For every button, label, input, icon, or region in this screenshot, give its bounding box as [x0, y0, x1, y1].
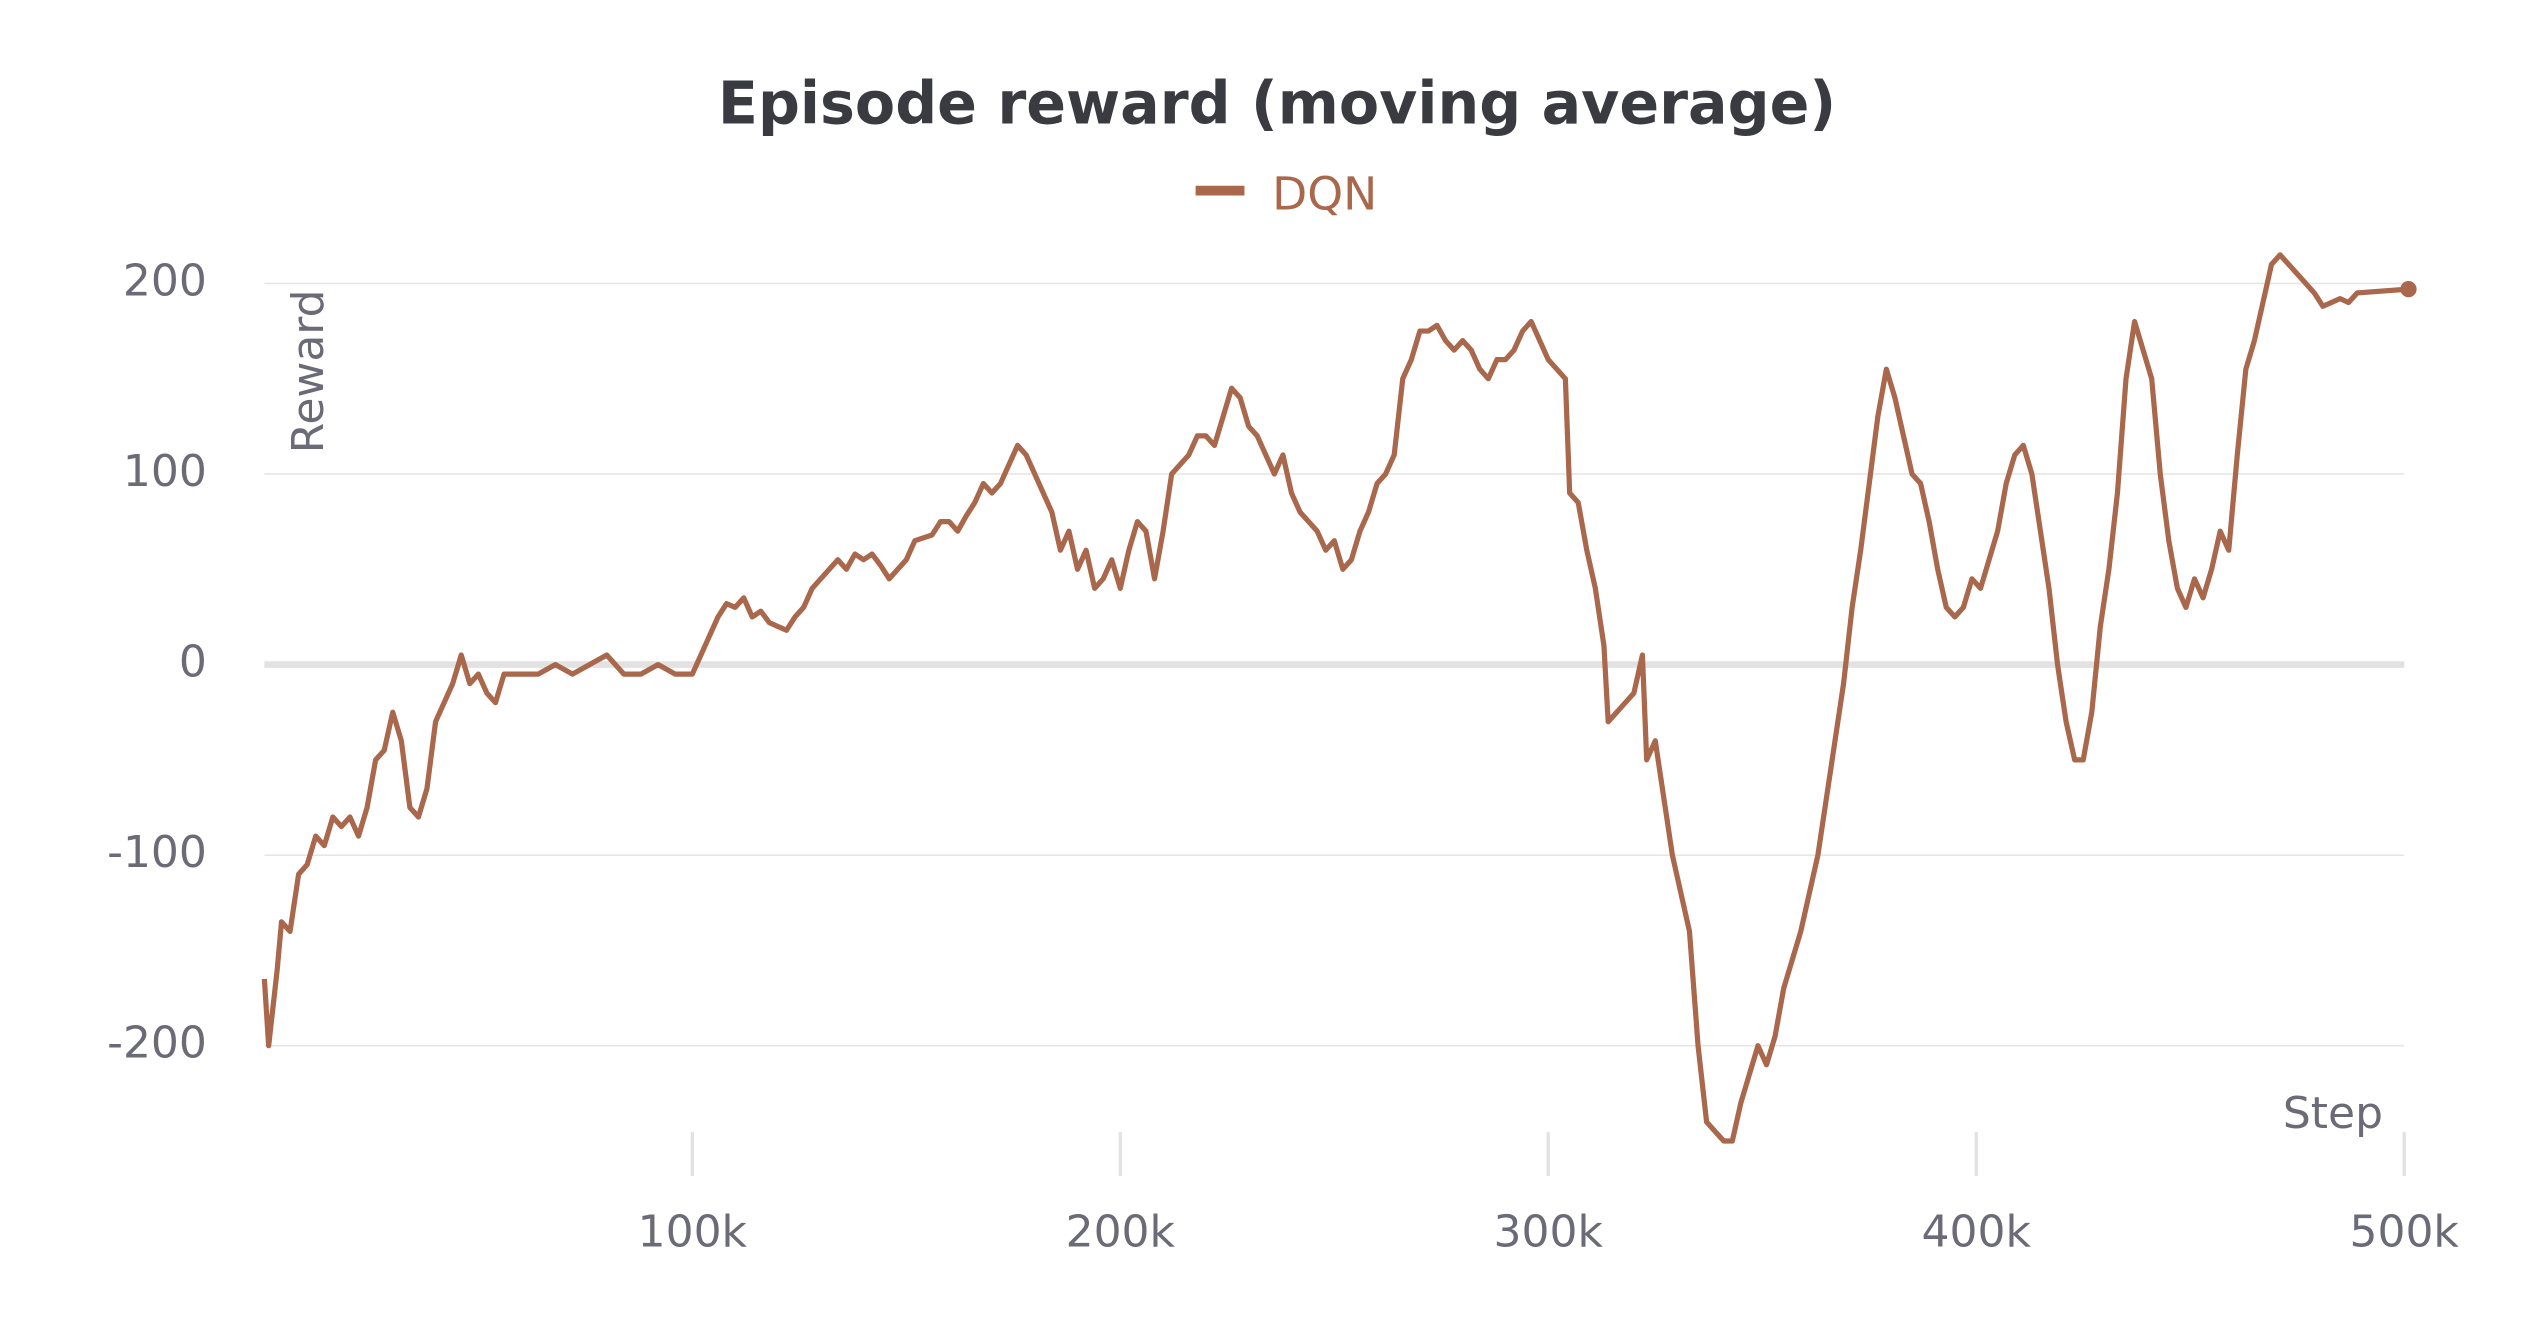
end-point	[2400, 280, 2417, 298]
chart-title: Episode reward (moving average)	[718, 70, 1836, 138]
x-axis-label: Step	[2283, 1088, 2383, 1139]
y-axis-label: Reward	[283, 290, 334, 454]
legend: DQN	[1195, 168, 1377, 221]
x-tick-label: 200k	[1066, 1207, 1176, 1258]
x-tick-label: 300k	[1494, 1207, 1604, 1258]
y-tick-label: 0	[179, 637, 207, 688]
y-tick-label: -100	[107, 827, 207, 878]
y-tick-label: -200	[107, 1018, 207, 1069]
x-tick-label: 500k	[2349, 1207, 2459, 1258]
y-tick-label: 200	[123, 255, 207, 306]
x-tick-label: 100k	[638, 1207, 748, 1258]
x-tick-label: 400k	[1922, 1207, 2032, 1258]
legend-label: DQN	[1272, 168, 1377, 221]
data-line	[261, 252, 2409, 1144]
y-tick-label: 100	[123, 446, 207, 497]
